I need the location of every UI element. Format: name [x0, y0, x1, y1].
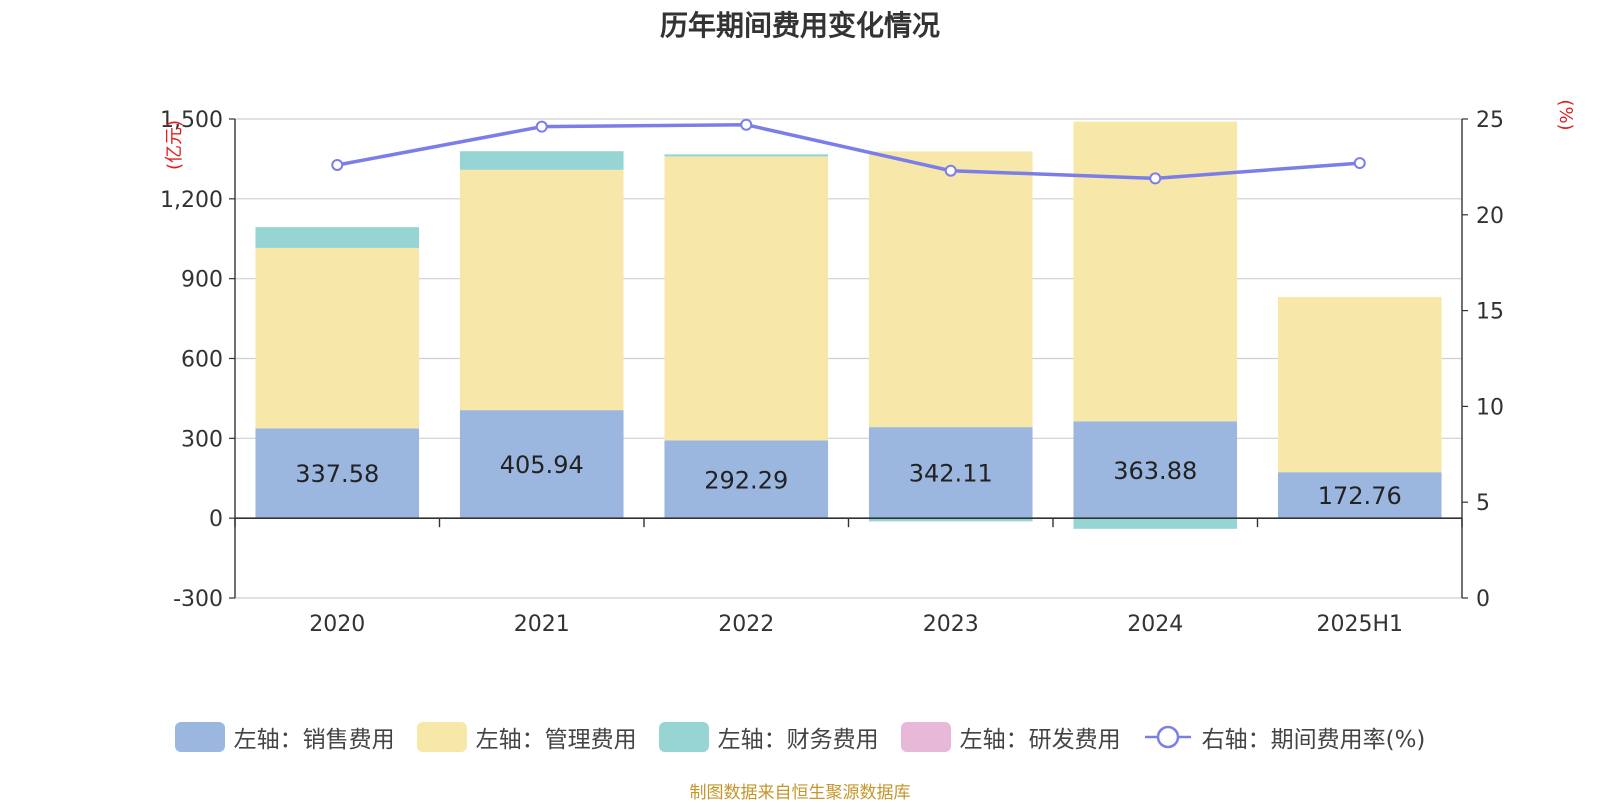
legend-item-rnd[interactable]: 左轴：研发费用 — [900, 720, 1121, 754]
legend-label-sales: 左轴：销售费用 — [233, 727, 395, 753]
legend-swatch-finance — [658, 722, 709, 752]
right-axis-unit: (%) — [1555, 99, 1576, 130]
bar-左轴：销售费用 — [664, 440, 829, 519]
legend-item-sales[interactable]: 左轴：销售费用 — [174, 720, 395, 754]
bar-value-label: 363.88 — [1113, 457, 1197, 485]
x-axis-tick-label: 2025H1 — [1316, 612, 1403, 637]
legend-swatch-sales — [174, 722, 225, 752]
rate-point — [535, 120, 548, 133]
bar-value-label: 405.94 — [500, 451, 584, 479]
bar-左轴：财务费用 — [664, 154, 829, 157]
legend-item-admin[interactable]: 左轴：管理费用 — [416, 720, 637, 754]
left-axis-unit: (亿元) — [164, 120, 185, 170]
bar-左轴：财务费用 — [255, 227, 420, 248]
right-axis-tick-label: 20 — [1476, 204, 1504, 229]
right-axis-tick-label: 25 — [1476, 108, 1504, 133]
x-axis-tick-label: 2020 — [309, 612, 365, 637]
bar-左轴：销售费用 — [255, 428, 420, 519]
left-axis-tick-label: 1,200 — [160, 188, 223, 213]
legend-item-rate[interactable]: 右轴：期间费用率(%) — [1143, 720, 1426, 754]
bar-value-label: 172.76 — [1318, 482, 1402, 510]
left-axis-tick-label: 0 — [209, 507, 223, 532]
left-axis-tick-label: 1,500 — [160, 108, 223, 133]
bar-左轴：管理费用 — [868, 151, 1033, 428]
x-axis-tick-label: 2022 — [718, 612, 774, 637]
bar-左轴：财务费用 — [868, 518, 1033, 522]
legend-item-finance[interactable]: 左轴：财务费用 — [658, 720, 879, 754]
legend-label-rnd: 左轴：研发费用 — [959, 727, 1121, 753]
bar-左轴：销售费用 — [1073, 421, 1238, 519]
left-axis-tick-label: 900 — [181, 268, 223, 293]
x-axis-tick-label: 2021 — [514, 612, 570, 637]
right-axis-tick-label: 0 — [1476, 587, 1490, 612]
rate-point — [740, 118, 753, 131]
right-axis-tick-label: 10 — [1476, 395, 1504, 420]
rate-point — [944, 164, 957, 177]
rate-line — [336, 122, 1360, 181]
bar-左轴：管理费用 — [255, 247, 420, 429]
bar-左轴：销售费用 — [868, 427, 1033, 519]
left-axis-tick-label: -300 — [173, 587, 223, 612]
bar-左轴：管理费用 — [459, 169, 624, 411]
legend-label-admin: 左轴：管理费用 — [475, 727, 637, 753]
bar-左轴：销售费用 — [459, 410, 624, 519]
legend-swatch-rate — [1144, 725, 1191, 749]
rate-point — [1149, 172, 1162, 185]
left-axis-tick-label: 300 — [181, 427, 223, 452]
bar-左轴：财务费用 — [1073, 518, 1238, 529]
right-axis-tick-label: 5 — [1476, 491, 1490, 516]
legend-swatch-admin — [416, 722, 467, 752]
bar-左轴：管理费用 — [1073, 121, 1238, 422]
rate-point — [331, 158, 344, 171]
bar-左轴：销售费用 — [1277, 472, 1442, 519]
chart-title: 历年期间费用变化情况 — [659, 9, 940, 42]
legend-swatch-rnd — [900, 722, 951, 752]
bar-value-label: 292.29 — [704, 466, 788, 494]
bar-value-label: 337.58 — [295, 460, 379, 488]
legend-label-finance: 左轴：财务费用 — [717, 727, 879, 753]
data-source-note: 制图数据来自恒生聚源数据库 — [689, 783, 911, 803]
bar-左轴：财务费用 — [459, 151, 624, 170]
chart-legend: 左轴：销售费用 左轴：管理费用 左轴：财务费用 左轴：研发费用 右轴：期间费用率… — [0, 720, 1600, 754]
bar-左轴：管理费用 — [664, 156, 829, 441]
right-axis-tick-label: 15 — [1476, 300, 1504, 325]
x-axis-tick-label: 2024 — [1127, 612, 1183, 637]
legend-label-rate: 右轴：期间费用率(%) — [1201, 727, 1426, 753]
left-axis-tick-label: 600 — [181, 348, 223, 373]
bar-value-label: 342.11 — [909, 460, 993, 488]
bar-左轴：管理费用 — [1277, 297, 1442, 473]
rate-point — [1353, 157, 1366, 170]
x-axis-tick-label: 2023 — [923, 612, 979, 637]
